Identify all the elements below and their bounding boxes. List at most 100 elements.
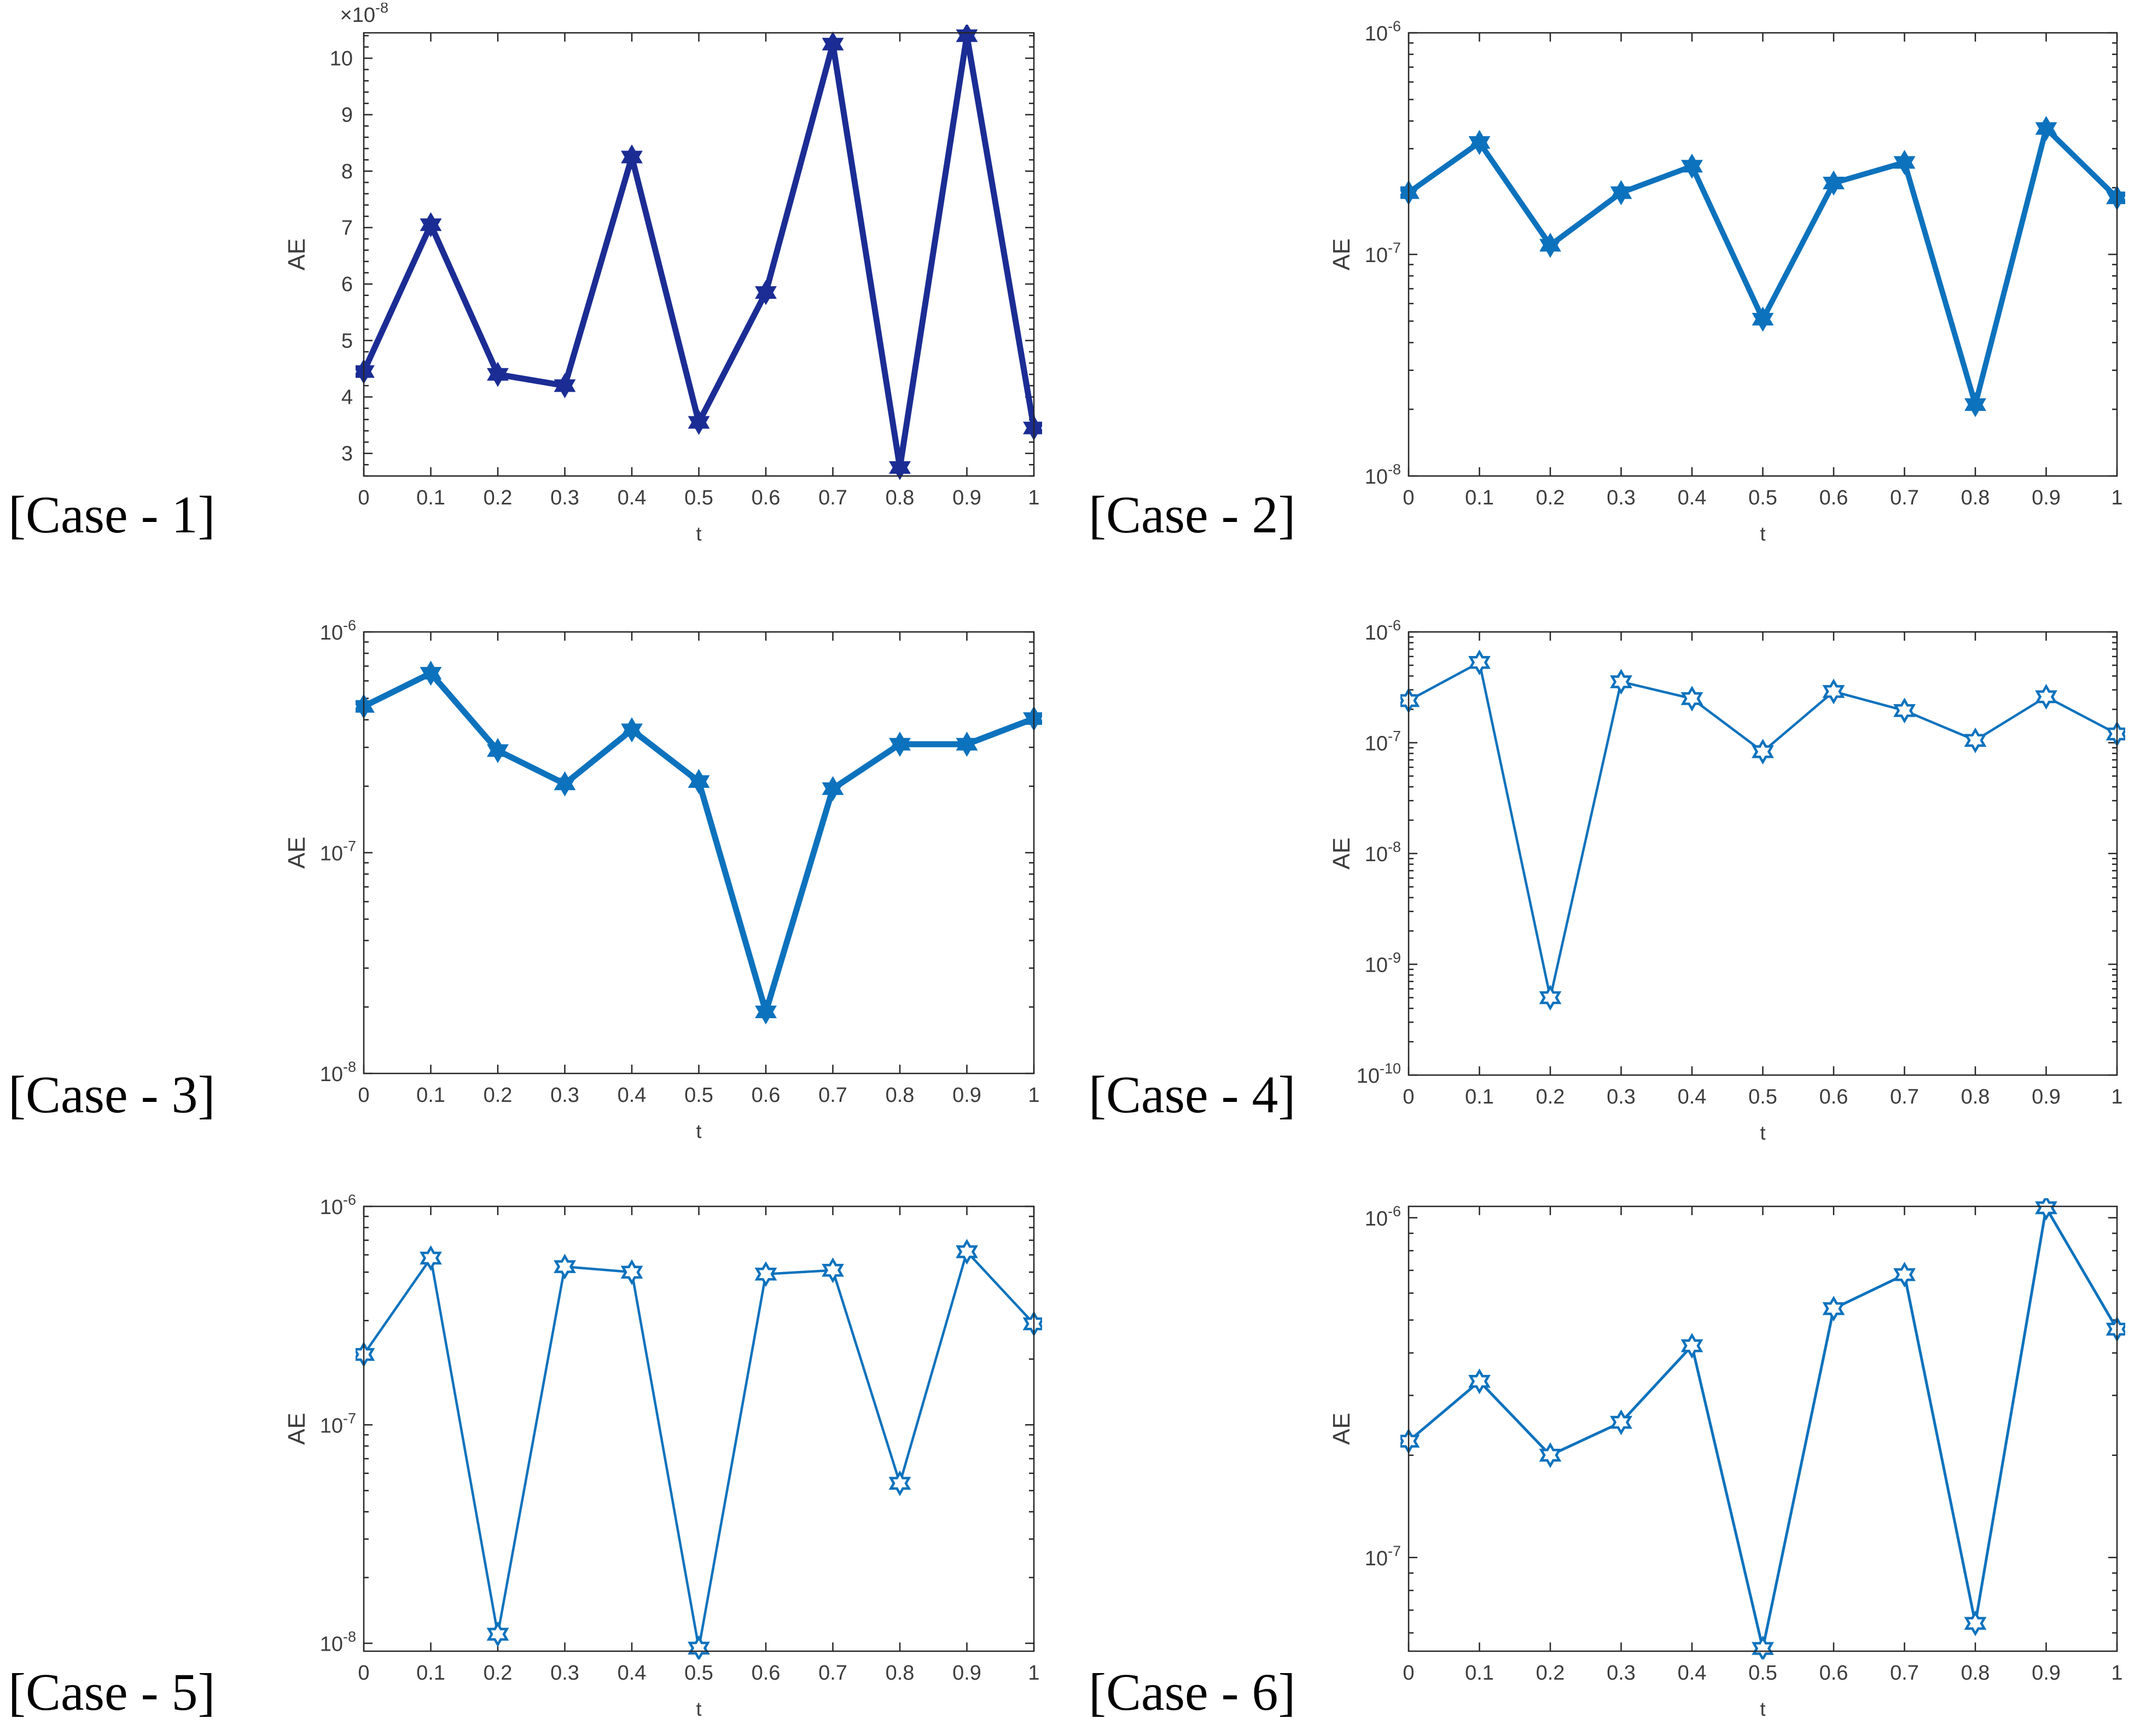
series-group xyxy=(1400,649,2125,1011)
svg-text:4: 4 xyxy=(341,386,353,409)
case-1-panel: 0 0.1 0.2 0.3 0.4 0.5 0.6 0.7 0.8 0.9 1 3 4 5 6 7 8 9 10 ×1… xyxy=(274,0,1050,558)
svg-text:1: 1 xyxy=(2111,1085,2122,1108)
svg-text:0.5: 0.5 xyxy=(1748,486,1777,509)
svg-text:0.1: 0.1 xyxy=(416,1662,445,1685)
svg-text:0.7: 0.7 xyxy=(818,1662,847,1685)
svg-text:0.3: 0.3 xyxy=(550,1084,579,1107)
svg-text:10-6: 10-6 xyxy=(1365,1203,1401,1230)
svg-text:0.9: 0.9 xyxy=(952,1662,981,1685)
svg-text:10: 10 xyxy=(330,47,353,70)
data-point-marker xyxy=(621,717,643,742)
data-point-marker xyxy=(755,999,777,1025)
svg-text:0.4: 0.4 xyxy=(1678,1662,1707,1685)
x-axis-label: t xyxy=(696,1120,701,1142)
case-5-label: [Case - 5] xyxy=(8,1663,216,1721)
svg-text:0.3: 0.3 xyxy=(1607,486,1636,509)
svg-text:1: 1 xyxy=(2111,1662,2122,1685)
data-point-marker xyxy=(1539,985,1562,1011)
data-point-marker xyxy=(1964,1610,1987,1636)
data-point-marker xyxy=(1893,698,1916,724)
x-axis-label: t xyxy=(1760,522,1765,545)
svg-text:0.7: 0.7 xyxy=(1890,1662,1919,1685)
svg-text:0.3: 0.3 xyxy=(550,486,579,509)
svg-text:0.6: 0.6 xyxy=(752,486,781,509)
svg-text:10-7: 10-7 xyxy=(1365,728,1401,756)
svg-text:0.8: 0.8 xyxy=(886,486,915,509)
data-point-marker xyxy=(1752,739,1774,765)
y-axis-label: AE xyxy=(1328,838,1355,870)
svg-text:0.9: 0.9 xyxy=(2032,1085,2061,1108)
svg-text:1: 1 xyxy=(1028,1662,1039,1685)
data-point-marker xyxy=(1964,727,1987,753)
case-2-chart: 0 0.1 0.2 0.3 0.4 0.5 0.6 0.7 0.8 0.9 1 10-8 10-7 10-… xyxy=(1318,3,2133,558)
axis-box xyxy=(1408,32,2118,477)
svg-text:10-6: 10-6 xyxy=(320,617,356,645)
svg-text:0.1: 0.1 xyxy=(1465,1662,1494,1685)
svg-text:0.3: 0.3 xyxy=(1607,1662,1636,1685)
data-point-marker xyxy=(1893,1262,1916,1288)
case-2-panel: 0 0.1 0.2 0.3 0.4 0.5 0.6 0.7 0.8 0.9 1 10-8 10-7 10-… xyxy=(1318,3,2133,558)
case-6-chart: 0 0.1 0.2 0.3 0.4 0.5 0.6 0.7 0.8 0.9 1 10-7 10-6 AE t xyxy=(1318,1176,2133,1733)
svg-text:0.6: 0.6 xyxy=(752,1662,781,1685)
svg-text:10-6: 10-6 xyxy=(1365,617,1401,645)
svg-text:0.7: 0.7 xyxy=(1890,1085,1919,1108)
case-1-svg: 0 0.1 0.2 0.3 0.4 0.5 0.6 0.7 0.8 0.9 1 3 4 5 6 7 8 9 10 ×1… xyxy=(283,0,1042,545)
svg-text:0: 0 xyxy=(358,1084,369,1107)
svg-text:0.4: 0.4 xyxy=(1678,486,1707,509)
data-point-marker xyxy=(1680,686,1703,712)
y-axis-label: AE xyxy=(283,1413,310,1445)
series-group xyxy=(356,660,1042,1025)
data-point-marker xyxy=(956,1239,978,1265)
svg-text:10-8: 10-8 xyxy=(320,1629,356,1656)
data-point-marker xyxy=(1468,649,1491,676)
case-3-label: [Case - 3] xyxy=(8,1065,216,1124)
svg-text:×10-8: ×10-8 xyxy=(340,3,388,27)
svg-text:0.5: 0.5 xyxy=(684,1662,713,1685)
axis-ticks xyxy=(363,631,1035,1075)
svg-text:0.2: 0.2 xyxy=(1536,1662,1565,1685)
svg-text:0.8: 0.8 xyxy=(1961,1085,1990,1108)
svg-text:0: 0 xyxy=(358,486,369,509)
svg-text:10-10: 10-10 xyxy=(1357,1060,1401,1088)
svg-text:10-8: 10-8 xyxy=(320,1059,356,1086)
svg-text:0.3: 0.3 xyxy=(1607,1085,1636,1108)
svg-text:10-7: 10-7 xyxy=(320,1410,356,1437)
data-point-marker xyxy=(487,362,509,387)
data-point-marker xyxy=(1539,1442,1562,1468)
case-6-panel: 0 0.1 0.2 0.3 0.4 0.5 0.6 0.7 0.8 0.9 1 10-7 10-6 AE t xyxy=(1318,1176,2133,1733)
data-point-marker xyxy=(420,1245,442,1271)
data-point-marker xyxy=(956,731,978,757)
svg-text:0.8: 0.8 xyxy=(886,1662,915,1685)
svg-text:0.2: 0.2 xyxy=(484,1084,513,1107)
svg-text:0.6: 0.6 xyxy=(1819,1662,1848,1685)
svg-text:0.1: 0.1 xyxy=(1465,486,1494,509)
svg-text:0.2: 0.2 xyxy=(1536,1085,1565,1108)
data-point-marker xyxy=(1822,1296,1845,1322)
svg-text:0.9: 0.9 xyxy=(2032,1662,2061,1685)
data-point-marker xyxy=(1752,1635,1774,1659)
svg-text:0.8: 0.8 xyxy=(886,1084,915,1107)
data-point-marker xyxy=(620,1259,643,1285)
svg-text:0.1: 0.1 xyxy=(416,1084,445,1107)
case-4-chart: 0 0.1 0.2 0.3 0.4 0.5 0.6 0.7 0.8 0.9 1 10-10 10-9 10… xyxy=(1318,602,2133,1157)
case-3-panel: 0 0.1 0.2 0.3 0.4 0.5 0.6 0.7 0.8 0.9 1 10-8 10-7 10-… xyxy=(274,602,1050,1156)
svg-text:0: 0 xyxy=(1403,486,1414,509)
data-point-marker xyxy=(688,769,710,794)
data-point-marker xyxy=(688,1635,710,1659)
series-line xyxy=(360,670,1037,1015)
svg-text:0.9: 0.9 xyxy=(952,1084,981,1107)
x-axis-label: t xyxy=(696,1698,701,1720)
series-line xyxy=(362,1250,1036,1650)
svg-text:0.4: 0.4 xyxy=(1678,1085,1707,1108)
svg-text:0.9: 0.9 xyxy=(2032,486,2061,509)
data-point-marker xyxy=(1822,678,1845,705)
svg-text:3: 3 xyxy=(341,443,353,466)
svg-text:10-8: 10-8 xyxy=(1365,461,1401,489)
svg-text:0.1: 0.1 xyxy=(1465,1085,1494,1108)
svg-text:0.5: 0.5 xyxy=(684,486,713,509)
data-point-marker xyxy=(487,738,509,763)
data-point-marker xyxy=(1893,149,1916,175)
svg-text:0.5: 0.5 xyxy=(1748,1662,1777,1685)
data-point-marker xyxy=(889,455,911,480)
